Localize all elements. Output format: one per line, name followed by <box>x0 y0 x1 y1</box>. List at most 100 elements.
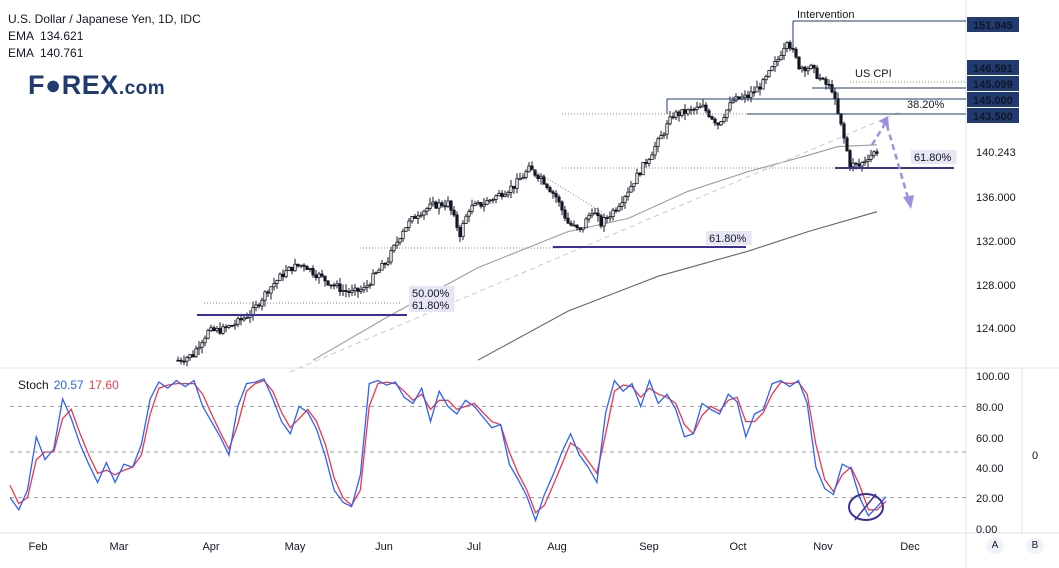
candle-body <box>641 161 645 176</box>
candle-body <box>482 204 486 207</box>
ema2-legend: EMA 140.761 <box>8 46 83 61</box>
candle-body <box>461 223 465 238</box>
candle-body <box>176 359 180 362</box>
price-axis-label: 124.000 <box>976 323 1016 335</box>
candle-body <box>458 226 462 238</box>
candle-body <box>590 213 594 216</box>
intervention-label: Intervention <box>797 9 854 21</box>
candle-body <box>374 272 378 275</box>
price-tag <box>967 108 1019 123</box>
candle-body <box>557 196 561 203</box>
candle-body <box>755 86 759 93</box>
time-axis-label: Nov <box>813 541 833 553</box>
candle-body <box>434 201 438 209</box>
candle-body <box>827 83 831 86</box>
candle-body <box>212 327 216 332</box>
candle-body <box>494 195 498 200</box>
candle-body <box>872 151 876 156</box>
candle-body <box>572 224 576 227</box>
candle-body <box>728 102 732 111</box>
candle-body <box>809 64 813 70</box>
candle-body <box>617 205 621 212</box>
candle-body <box>497 192 501 197</box>
candle-body <box>239 318 243 321</box>
forecast-arrow <box>870 118 910 199</box>
candle-body <box>668 116 672 125</box>
candle-body <box>500 192 504 197</box>
candle-body <box>647 159 651 164</box>
candle-body <box>377 269 381 273</box>
candle-body <box>224 326 228 329</box>
candle-body <box>743 94 747 98</box>
candle-body <box>206 330 210 339</box>
candle-body <box>815 67 819 79</box>
stoch-k-line <box>9 378 887 523</box>
candle-body <box>665 123 669 135</box>
time-axis-label: Feb <box>29 541 48 553</box>
candle-body <box>599 215 603 227</box>
candle-body <box>527 165 531 173</box>
candle-body <box>866 159 870 162</box>
candle-body <box>515 178 519 189</box>
candle-body <box>656 138 660 147</box>
candle-body <box>521 177 525 180</box>
candle-body <box>635 172 639 185</box>
axes: 140.243 136.000 132.000 128.000 124.000 151.9… <box>29 17 1038 553</box>
candle-body <box>473 203 477 207</box>
candle-body <box>716 122 720 126</box>
candle-body <box>353 287 357 291</box>
ema1-legend: EMA 134.621 <box>8 29 83 44</box>
candle-body <box>302 264 306 267</box>
candle-body <box>593 212 597 215</box>
candle-body <box>833 91 837 99</box>
candle-body <box>767 70 771 77</box>
price-axis-label: 136.000 <box>976 192 1016 204</box>
candle-body <box>305 265 309 270</box>
fib-500-label-bg <box>409 286 455 300</box>
stochastic-pane[interactable] <box>9 378 966 523</box>
candle-body <box>764 75 768 81</box>
ema-fast-line <box>312 144 878 361</box>
candle-body <box>683 109 687 115</box>
candle-body <box>404 227 408 232</box>
candle-body <box>383 262 387 265</box>
candle-body <box>350 290 354 293</box>
candle-body <box>791 47 795 50</box>
ema1-value: 134.621 <box>40 29 84 43</box>
candle-body <box>581 227 585 231</box>
candle-body <box>689 108 693 111</box>
candle-body <box>749 91 753 98</box>
candle-body <box>845 137 849 152</box>
candle-body <box>503 194 507 197</box>
candle-body <box>371 273 375 286</box>
candle-body <box>692 108 696 111</box>
fib-618-mid-label-bg <box>706 231 752 245</box>
candle-body <box>686 109 690 115</box>
candle-body <box>410 216 414 222</box>
auto-scale-button[interactable]: A <box>986 538 1004 554</box>
candle-body <box>401 230 405 240</box>
candle-body <box>185 357 189 362</box>
candle-body <box>443 205 447 208</box>
time-axis-label: Mar <box>110 541 129 553</box>
candle-body <box>698 106 702 109</box>
candle-body <box>773 61 777 68</box>
stochastic-legend: Stoch 20.57 17.60 <box>18 378 119 392</box>
candle-body <box>317 273 321 279</box>
candle-body <box>509 185 513 193</box>
b-button[interactable]: B <box>1026 538 1044 554</box>
price-tag <box>967 76 1019 91</box>
retrace-diag <box>526 165 606 215</box>
candle-body <box>602 217 606 227</box>
candle-body <box>860 162 864 167</box>
forecast-arrowhead-up <box>879 116 889 127</box>
candle-body <box>380 262 384 271</box>
candle-body <box>836 98 840 115</box>
candle-body <box>701 104 705 108</box>
candle-body <box>368 284 372 287</box>
price-tag-label: 146.591 <box>973 63 1013 75</box>
logo-suffix: .com <box>118 78 166 99</box>
candle-body <box>785 42 789 49</box>
